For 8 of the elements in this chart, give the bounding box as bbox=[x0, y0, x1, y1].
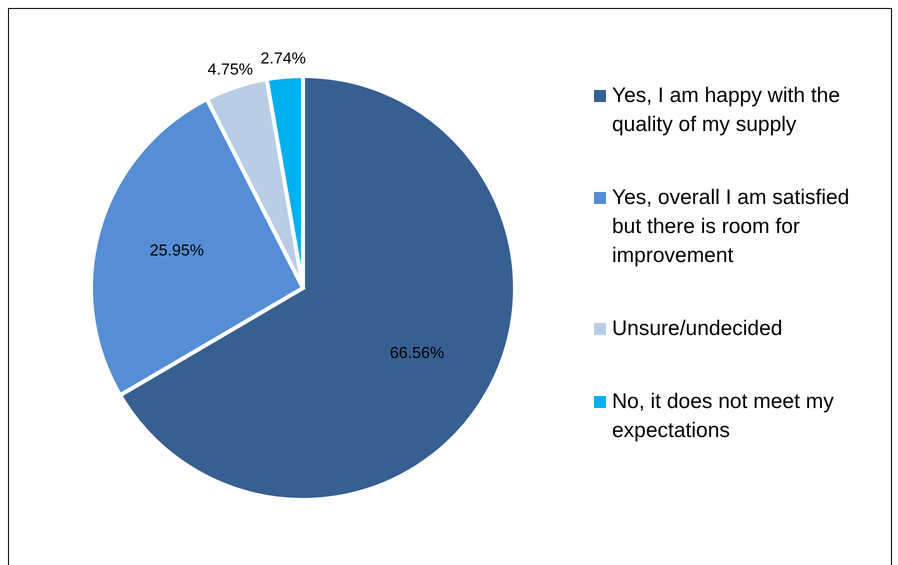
data-label: 25.95% bbox=[150, 242, 204, 260]
legend-label: Yes, I am happy with the quality of my supply bbox=[612, 83, 842, 138]
legend-label: No, it does not meet my expectations bbox=[612, 389, 835, 444]
data-label: 2.74% bbox=[260, 50, 306, 68]
legend-label: Unsure/undecided bbox=[612, 316, 782, 342]
data-label: 66.56% bbox=[390, 344, 444, 362]
legend-label: Yes, overall I am satisfied but there is room for improvement bbox=[612, 185, 850, 269]
data-label: 4.75% bbox=[208, 61, 254, 78]
